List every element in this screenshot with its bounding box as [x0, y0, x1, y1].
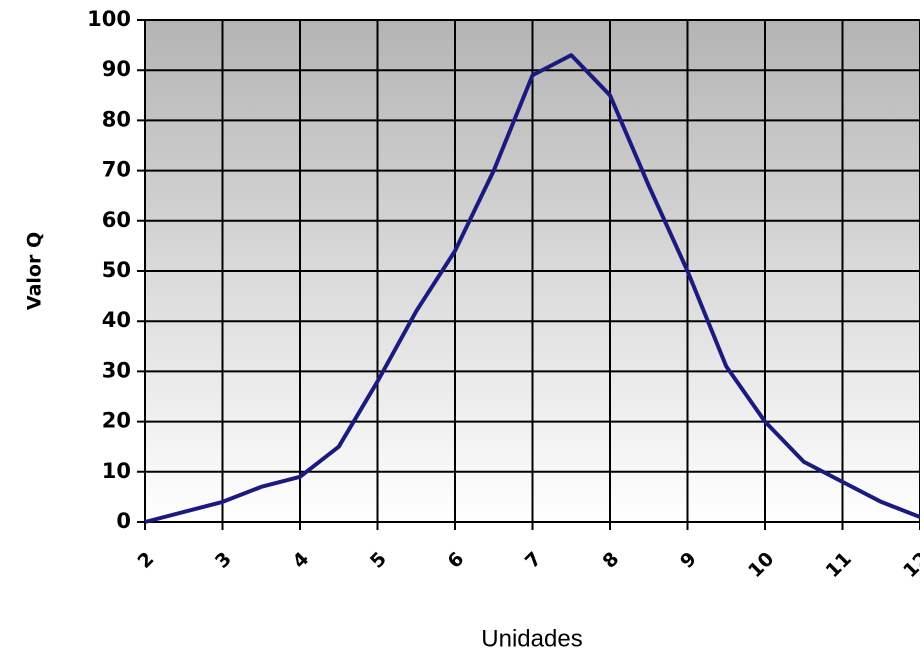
y-tick-label: 60 [102, 208, 131, 232]
x-tick-label: 7 [521, 548, 546, 573]
y-tick-label: 40 [102, 308, 131, 332]
y-tick-label: 0 [116, 509, 131, 533]
y-tick-label: 50 [102, 258, 131, 282]
y-tick-label: 10 [102, 459, 131, 483]
y-tick-label: 80 [102, 107, 131, 131]
data-line [144, 53, 920, 524]
x-tick-label: 4 [289, 548, 314, 573]
x-tick-label: 11 [822, 548, 856, 582]
x-tick-label: 9 [676, 548, 701, 573]
y-axis-label: Valor Q [24, 232, 46, 310]
x-tick-label: 2 [134, 548, 159, 573]
x-tick-label: 6 [444, 548, 469, 573]
x-axis-label: Unidades [481, 625, 582, 652]
x-tick-label: 12 [899, 548, 920, 582]
x-tick-label: 10 [744, 548, 778, 582]
x-tick-label: 3 [211, 548, 236, 573]
x-tick-label: 8 [599, 548, 624, 573]
y-tick-label: 30 [102, 358, 131, 382]
y-tick-label: 100 [87, 7, 131, 31]
y-tick-label: 20 [102, 409, 131, 433]
x-tick-label: 5 [366, 548, 391, 573]
y-tick-label: 70 [102, 158, 131, 182]
y-tick-label: 90 [102, 57, 131, 81]
